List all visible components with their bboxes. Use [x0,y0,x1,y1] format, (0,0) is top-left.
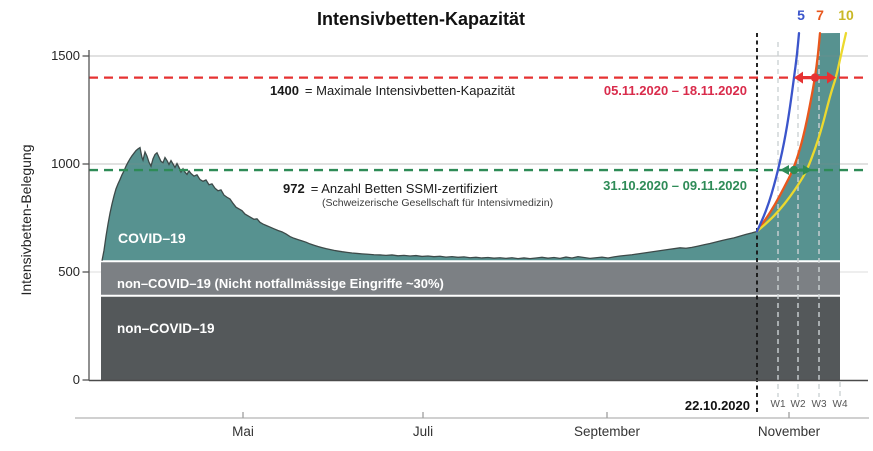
band-1 [101,261,840,296]
arrow-dot-972 [789,165,799,175]
annotation-max-capacity-text: = Maximale Intensivbetten-Kapazität [304,83,515,98]
arrow-head-left-1400 [794,71,803,84]
arrow-head-right-972 [803,165,812,176]
annotation-max-capacity-value: 1400 [270,83,299,98]
month-label-mai: Mai [232,424,254,439]
week-label-w2: W2 [790,399,806,410]
event-line-label: 22.10.2020 [684,398,750,413]
annotation-ssmi-beds-value: 972 [283,181,305,196]
date-range-ssmi: 31.10.2020 – 09.11.2020 [603,178,747,193]
covid-area [101,33,840,262]
arrow-head-left-972 [780,165,789,176]
annotation-ssmi-beds-text: = Anzahl Betten SSMI-zertifiziert [310,181,498,196]
arrow-dot-1400 [810,73,820,82]
covid-area-label: COVID–19 [118,230,186,246]
projection-label-5: 5 [797,7,805,23]
y-axis-label: Intensivbetten-Belegung [18,144,34,296]
month-label-november: November [757,424,821,439]
chart-title: Intensivbetten-Kapazität [316,9,526,29]
non-covid-band-label: non–COVID–19 [117,321,215,336]
y-tick-label-1000: 1000 [51,156,80,171]
projection-label-7: 7 [816,7,824,23]
month-label-juli: Juli [412,424,434,439]
y-tick-label-0: 0 [72,372,80,387]
covid-area-edge [101,146,758,261]
y-tick-label-500: 500 [58,264,80,279]
annotation-ssmi-beds: 972 = Anzahl Betten SSMI-zertifiziert [283,181,497,196]
projection-label-10: 10 [838,7,854,23]
y-tick-label-1500: 1500 [51,48,80,63]
annotation-max-capacity: 1400 = Maximale Intensivbetten-Kapazität [270,83,515,98]
projection-curve-10 [755,31,848,233]
non-covid-elective-band-label: non–COVID–19 (Nicht notfallmässige Eingr… [117,276,444,291]
band-0 [101,295,840,380]
annotation-ssmi-subtext: (Schweizerische Gesellschaft für Intensi… [322,197,554,209]
week-label-w3: W3 [811,399,827,410]
week-label-w4: W4 [832,399,848,410]
projection-curve-5 [755,31,801,233]
date-range-max-capacity: 05.11.2020 – 18.11.2020 [603,83,747,98]
week-label-w1: W1 [770,399,786,410]
arrow-head-right-1400 [827,71,836,84]
month-label-september: September [573,424,641,439]
